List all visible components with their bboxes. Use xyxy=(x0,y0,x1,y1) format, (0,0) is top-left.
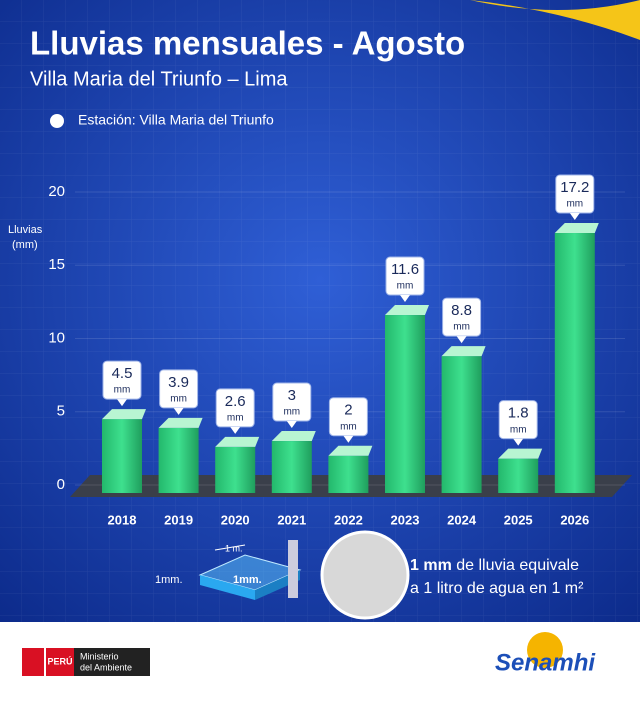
value-pointer xyxy=(117,399,127,407)
legend-label: Estación: Villa Maria del Triunfo xyxy=(78,112,274,128)
logo-shield xyxy=(22,648,44,676)
subtitle: Villa Maria del Triunfo – Lima xyxy=(30,68,288,90)
value-pointer xyxy=(343,435,354,443)
bar-top xyxy=(271,431,316,442)
value-label: 4.5 xyxy=(112,365,133,382)
value-label: 3 xyxy=(288,387,296,404)
brand: Senamhi xyxy=(495,649,596,676)
x-tick-label: 2018 xyxy=(108,512,137,527)
bar xyxy=(385,315,425,493)
value-pointer xyxy=(173,407,184,415)
bar-top xyxy=(385,305,429,316)
value-pointer xyxy=(513,438,524,446)
dimension-line xyxy=(214,544,246,551)
value-unit: mm xyxy=(170,394,187,405)
cube-illustration xyxy=(198,540,302,600)
bar xyxy=(328,455,369,493)
value-pointer xyxy=(456,336,467,344)
value-unit: mm xyxy=(227,413,244,424)
ruler xyxy=(288,540,298,598)
x-tick-label: 2019 xyxy=(164,512,193,527)
x-tick-label: 2023 xyxy=(391,512,420,527)
value-unit: mm xyxy=(114,385,131,396)
x-tick-label: 2020 xyxy=(221,512,250,527)
decor xyxy=(470,0,640,40)
x-tick-label: 2025 xyxy=(504,512,533,527)
cube-label: 1mm. xyxy=(233,574,262,586)
bar xyxy=(158,427,199,493)
value-label: 3.9 xyxy=(168,374,189,391)
value-unit: mm xyxy=(397,281,414,292)
value-pointer xyxy=(400,295,410,303)
cube-label: 1mm. xyxy=(155,574,183,586)
note-text: a 1 litro de agua en 1 m² xyxy=(410,580,584,597)
value-unit: mm xyxy=(453,322,470,333)
bar xyxy=(554,233,595,493)
bar xyxy=(271,441,312,493)
value-label: 17.2 xyxy=(560,179,589,196)
sun xyxy=(527,632,563,668)
note-line: de lluvia equivale xyxy=(456,557,579,574)
y-tick-label: 10 xyxy=(48,329,65,346)
value-unit: mm xyxy=(566,199,583,210)
y-tick-label: 20 xyxy=(48,183,65,200)
country: PERÚ xyxy=(47,655,72,666)
bar xyxy=(102,419,142,493)
value-label: 2.6 xyxy=(225,393,246,410)
value-label: 8.8 xyxy=(451,302,472,319)
bar-top xyxy=(215,436,260,447)
value-unit: mm xyxy=(340,421,357,432)
ministry: Ministerio xyxy=(80,651,119,661)
bar xyxy=(498,458,539,493)
background-grid xyxy=(0,0,640,622)
note-bold: 1 mm xyxy=(410,557,452,574)
bar-top xyxy=(328,445,373,456)
x-tick-label: 2024 xyxy=(447,512,477,527)
y-tick-label: 15 xyxy=(48,256,65,273)
x-tick-label: 2021 xyxy=(277,512,306,527)
bar xyxy=(215,446,256,493)
value-pointer xyxy=(230,426,241,434)
x-tick-label: 2026 xyxy=(560,512,589,527)
bar-top xyxy=(158,417,203,428)
cube-label: 1 m. xyxy=(225,543,243,553)
bar-top xyxy=(554,223,599,234)
value-label: 1.8 xyxy=(508,405,529,422)
y-axis-label: (mm) xyxy=(12,239,38,251)
y-tick-label: 5 xyxy=(57,403,65,420)
y-axis-label: Lluvias xyxy=(8,224,43,236)
logo-box xyxy=(46,648,74,676)
value-pointer xyxy=(286,421,297,429)
ministry-box xyxy=(74,648,150,676)
plot: 0 5 10 15 20 4.5 mm 2018 3.9 mm 2019 2.6 mm 2020 3 mm 20… xyxy=(48,174,625,527)
bar-top xyxy=(441,346,486,357)
bar xyxy=(441,356,482,493)
bar-top xyxy=(102,409,146,420)
bar-top xyxy=(498,448,543,459)
x-tick-label: 2022 xyxy=(334,512,363,527)
value-unit: mm xyxy=(510,424,527,435)
title: Lluvias mensuales - Agosto xyxy=(30,25,465,62)
ministry: del Ambiente xyxy=(80,662,132,672)
y-tick-label: 0 xyxy=(57,476,65,493)
legend-marker xyxy=(50,114,64,128)
value-unit: mm xyxy=(283,407,300,418)
value-label: 11.6 xyxy=(391,261,419,278)
value-pointer xyxy=(569,213,580,221)
zoom-circle xyxy=(320,530,410,620)
value-label: 2 xyxy=(344,402,352,419)
note-text: 1 mm de lluvia equivale xyxy=(410,557,579,574)
